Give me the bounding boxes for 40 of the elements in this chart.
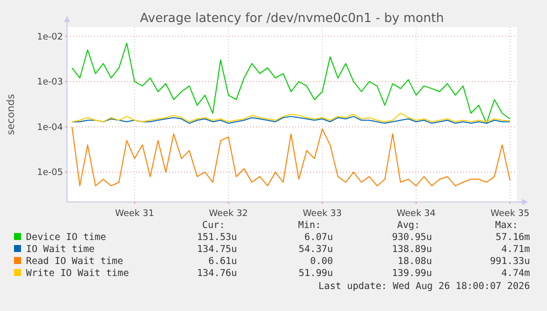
text: 18.08u — [398, 256, 432, 267]
text: Avg: — [397, 220, 420, 231]
text: 0.00 — [310, 256, 334, 267]
text: 138.89u — [392, 244, 432, 255]
x-tick-label: Week 33 — [302, 209, 342, 219]
legend-label: Device IO time — [26, 232, 106, 243]
x-tick-label: Week 34 — [396, 209, 436, 219]
x-tick-label: Week 32 — [208, 209, 248, 219]
text: 6.07u — [304, 232, 333, 243]
text: 57.16m — [496, 232, 530, 243]
text: 134.75u — [196, 244, 237, 255]
chart-title: Average latency for /dev/nvme0c0n1 - by month — [140, 10, 444, 25]
text: Cur: — [202, 220, 225, 231]
line-series — [72, 126, 510, 186]
x-tick-label: Week 31 — [115, 209, 154, 219]
text: 134.76u — [196, 268, 237, 279]
y-tick-label: 1e-02 — [37, 32, 63, 42]
legend-label: Write IO Wait time — [26, 268, 130, 279]
legend-label: Read IO Wait time — [26, 256, 124, 267]
text: 4.74m — [501, 268, 530, 279]
text: 54.37u — [298, 244, 333, 255]
text: 139.99u — [392, 268, 432, 279]
x-tick-label: Week 35 — [490, 209, 530, 219]
line-series — [72, 42, 510, 124]
line-series — [72, 116, 510, 124]
text: 991.33u — [490, 256, 530, 267]
text: 151.53u — [196, 232, 237, 243]
legend-label: IO Wait time — [26, 244, 95, 255]
text: Min: — [298, 220, 321, 231]
line-series — [72, 112, 510, 122]
y-tick-label: 1e-05 — [37, 168, 63, 178]
text: 51.99u — [298, 268, 333, 279]
text: 6.61u — [208, 256, 237, 267]
y-axis-title: seconds — [6, 94, 17, 135]
text: Last update: Wed Aug 26 18:00:07 2026 — [318, 281, 530, 292]
y-tick-label: 1e-03 — [37, 78, 63, 88]
text: Max: — [495, 220, 518, 231]
text: 930.95u — [392, 232, 432, 243]
y-tick-label: 1e-04 — [37, 122, 64, 133]
text: 4.71m — [501, 244, 530, 255]
